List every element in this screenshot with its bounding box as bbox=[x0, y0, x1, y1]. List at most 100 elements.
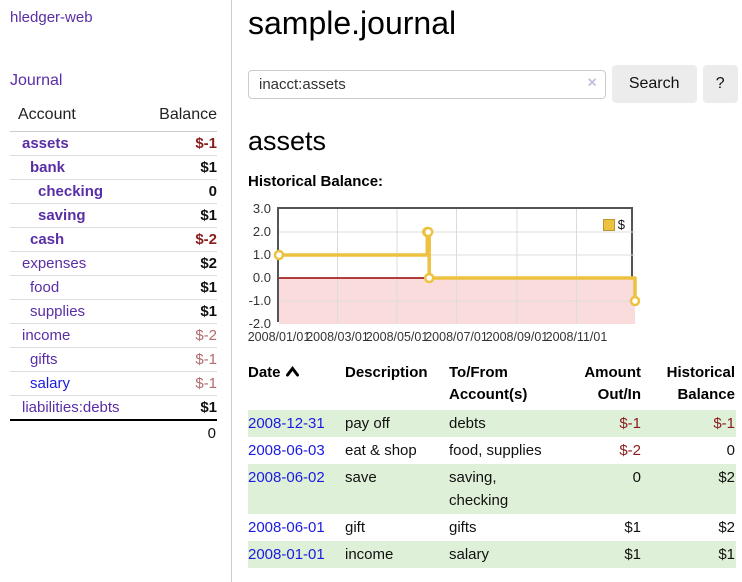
page-title: sample.journal bbox=[248, 5, 457, 41]
chart-title: Historical Balance: bbox=[248, 173, 384, 190]
account-link[interactable]: liabilities:debts bbox=[22, 399, 120, 416]
transaction-amount: $1 bbox=[624, 546, 641, 563]
account-balance: $1 bbox=[200, 279, 217, 296]
transaction-date-link[interactable]: 2008-06-02 bbox=[248, 469, 325, 486]
chart-legend: $ bbox=[602, 217, 625, 232]
x-axis-tick-label: 2008/01/01 bbox=[247, 330, 311, 344]
transaction-amount: $1 bbox=[624, 519, 641, 536]
transaction-date-link[interactable]: 2008-06-01 bbox=[248, 519, 325, 536]
account-row: gifts $-1 bbox=[10, 348, 217, 372]
register-header-accounts: To/From Account(s) bbox=[449, 364, 528, 403]
transaction-date-link[interactable]: 2008-12-31 bbox=[248, 415, 325, 432]
account-link[interactable]: expenses bbox=[22, 255, 87, 272]
search-bar: × Search ? bbox=[248, 65, 738, 103]
transaction-balance: 0 bbox=[726, 442, 735, 459]
account-balance: $-2 bbox=[195, 231, 217, 248]
transaction-description: income bbox=[345, 546, 394, 563]
sort-ascending-icon bbox=[285, 362, 299, 384]
x-axis-tick-label: 2008/09/01 bbox=[485, 330, 549, 344]
register-row: 2008-06-02 save saving, checking 0 $2 bbox=[248, 464, 736, 514]
register-header-date: Date bbox=[248, 360, 345, 410]
search-button[interactable]: Search bbox=[611, 65, 697, 103]
accounts-header-balance: Balance bbox=[159, 106, 217, 123]
transaction-balance: $-1 bbox=[713, 415, 735, 432]
account-link[interactable]: saving bbox=[38, 207, 86, 224]
chart-y-axis-labels: 3.0 2.0 1.0 0.0 -1.0 -2.0 bbox=[244, 201, 274, 331]
account-link[interactable]: gifts bbox=[30, 351, 58, 368]
sidebar-item-journal[interactable]: Journal bbox=[10, 72, 63, 89]
transaction-balance: $2 bbox=[718, 519, 735, 536]
account-link[interactable]: salary bbox=[30, 375, 71, 392]
y-axis-tick-label: 1.0 bbox=[252, 247, 271, 262]
y-axis-tick-label: 0.0 bbox=[252, 270, 271, 285]
transaction-description: gift bbox=[345, 519, 366, 536]
account-link[interactable]: assets bbox=[22, 135, 69, 152]
clear-search-icon[interactable]: × bbox=[587, 74, 597, 92]
register-row: 2008-12-31 pay off debts $-1 $-1 bbox=[248, 410, 736, 437]
transaction-amount: $-2 bbox=[619, 442, 641, 459]
transaction-description: save bbox=[345, 469, 377, 486]
accounts-header-account: Account bbox=[18, 106, 76, 123]
account-row: saving $1 bbox=[10, 204, 217, 228]
transaction-amount: $-1 bbox=[619, 415, 641, 432]
account-balance: $1 bbox=[200, 303, 217, 320]
chart-x-axis-labels: 2008/01/01 2008/03/01 2008/05/01 2008/07/01… bbox=[248, 330, 631, 346]
account-row: bank $1 bbox=[10, 156, 217, 180]
x-axis-tick-label: 2008/05/01 bbox=[365, 330, 429, 344]
register-row: 2008-01-01 income salary $1 $1 bbox=[248, 541, 736, 568]
transaction-date-link[interactable]: 2008-06-03 bbox=[248, 442, 325, 459]
account-row: checking 0 bbox=[10, 180, 217, 204]
search-box: × bbox=[248, 69, 606, 99]
search-input[interactable] bbox=[248, 69, 606, 99]
account-link[interactable]: income bbox=[22, 327, 71, 344]
account-row: liabilities:debts $1 bbox=[10, 396, 217, 419]
account-row: salary $-1 bbox=[10, 372, 217, 396]
transaction-date-link[interactable]: 2008-01-01 bbox=[248, 546, 325, 563]
account-row: income $-2 bbox=[10, 324, 217, 348]
transaction-accounts: food, supplies bbox=[449, 442, 542, 459]
legend-swatch-icon bbox=[602, 218, 615, 231]
register-row: 2008-06-01 gift gifts $1 $2 bbox=[248, 514, 736, 541]
register-header-description: Description bbox=[345, 364, 428, 381]
x-axis-tick-label: 2008/03/01 bbox=[306, 330, 369, 344]
account-balance: $1 bbox=[200, 399, 217, 416]
account-link[interactable]: cash bbox=[30, 231, 65, 248]
account-row: cash $-2 bbox=[10, 228, 217, 252]
x-axis-tick-label: 2008/11/01 bbox=[545, 330, 608, 344]
account-balance: $-1 bbox=[195, 375, 217, 392]
transaction-description: pay off bbox=[345, 415, 390, 432]
register-table: Date Description To/From Account(s) Amou… bbox=[248, 360, 736, 568]
account-balance: 0 bbox=[208, 183, 217, 200]
register-row: 2008-06-03 eat & shop food, supplies $-2 0 bbox=[248, 437, 736, 464]
transaction-description: eat & shop bbox=[345, 442, 417, 459]
account-heading: assets bbox=[248, 126, 327, 156]
app-title-link[interactable]: hledger-web bbox=[10, 9, 93, 26]
x-axis-tick-label: 2008/07/01 bbox=[425, 330, 488, 344]
legend-label: $ bbox=[617, 217, 625, 232]
register-header-amount: Amount Out/In bbox=[584, 364, 641, 403]
main-content: sample.journal × Search ? assets Histori… bbox=[248, 0, 738, 568]
account-link[interactable]: food bbox=[30, 279, 60, 296]
help-button[interactable]: ? bbox=[702, 65, 738, 103]
accounts-total-row: 0 bbox=[10, 419, 217, 446]
account-row: supplies $1 bbox=[10, 300, 217, 324]
sidebar: hledger-web Journal Account Balance asse… bbox=[0, 0, 232, 582]
account-link[interactable]: supplies bbox=[30, 303, 86, 320]
account-balance: $-1 bbox=[195, 351, 217, 368]
account-link[interactable]: checking bbox=[38, 183, 104, 200]
accounts-table: Account Balance assets $-1 bank $1 checking 0… bbox=[10, 102, 217, 446]
account-balance: $-2 bbox=[195, 327, 217, 344]
y-axis-tick-label: -1.0 bbox=[248, 293, 271, 308]
y-axis-tick-label: 2.0 bbox=[252, 224, 271, 239]
account-balance: $2 bbox=[200, 255, 217, 272]
transaction-accounts: saving, checking bbox=[449, 469, 509, 509]
accounts-total-value: 0 bbox=[207, 425, 216, 442]
account-balance: $-1 bbox=[195, 135, 217, 152]
transaction-accounts: debts bbox=[449, 415, 486, 432]
transaction-accounts: gifts bbox=[449, 519, 477, 536]
account-row: assets $-1 bbox=[10, 132, 217, 156]
account-balance: $1 bbox=[200, 159, 217, 176]
account-link[interactable]: bank bbox=[30, 159, 66, 176]
register-header-balance: Historical Balance bbox=[666, 364, 735, 403]
historical-balance-chart: 3.0 2.0 1.0 0.0 -1.0 -2.0 $ 2008/01/01 2008/03… bbox=[248, 201, 738, 344]
